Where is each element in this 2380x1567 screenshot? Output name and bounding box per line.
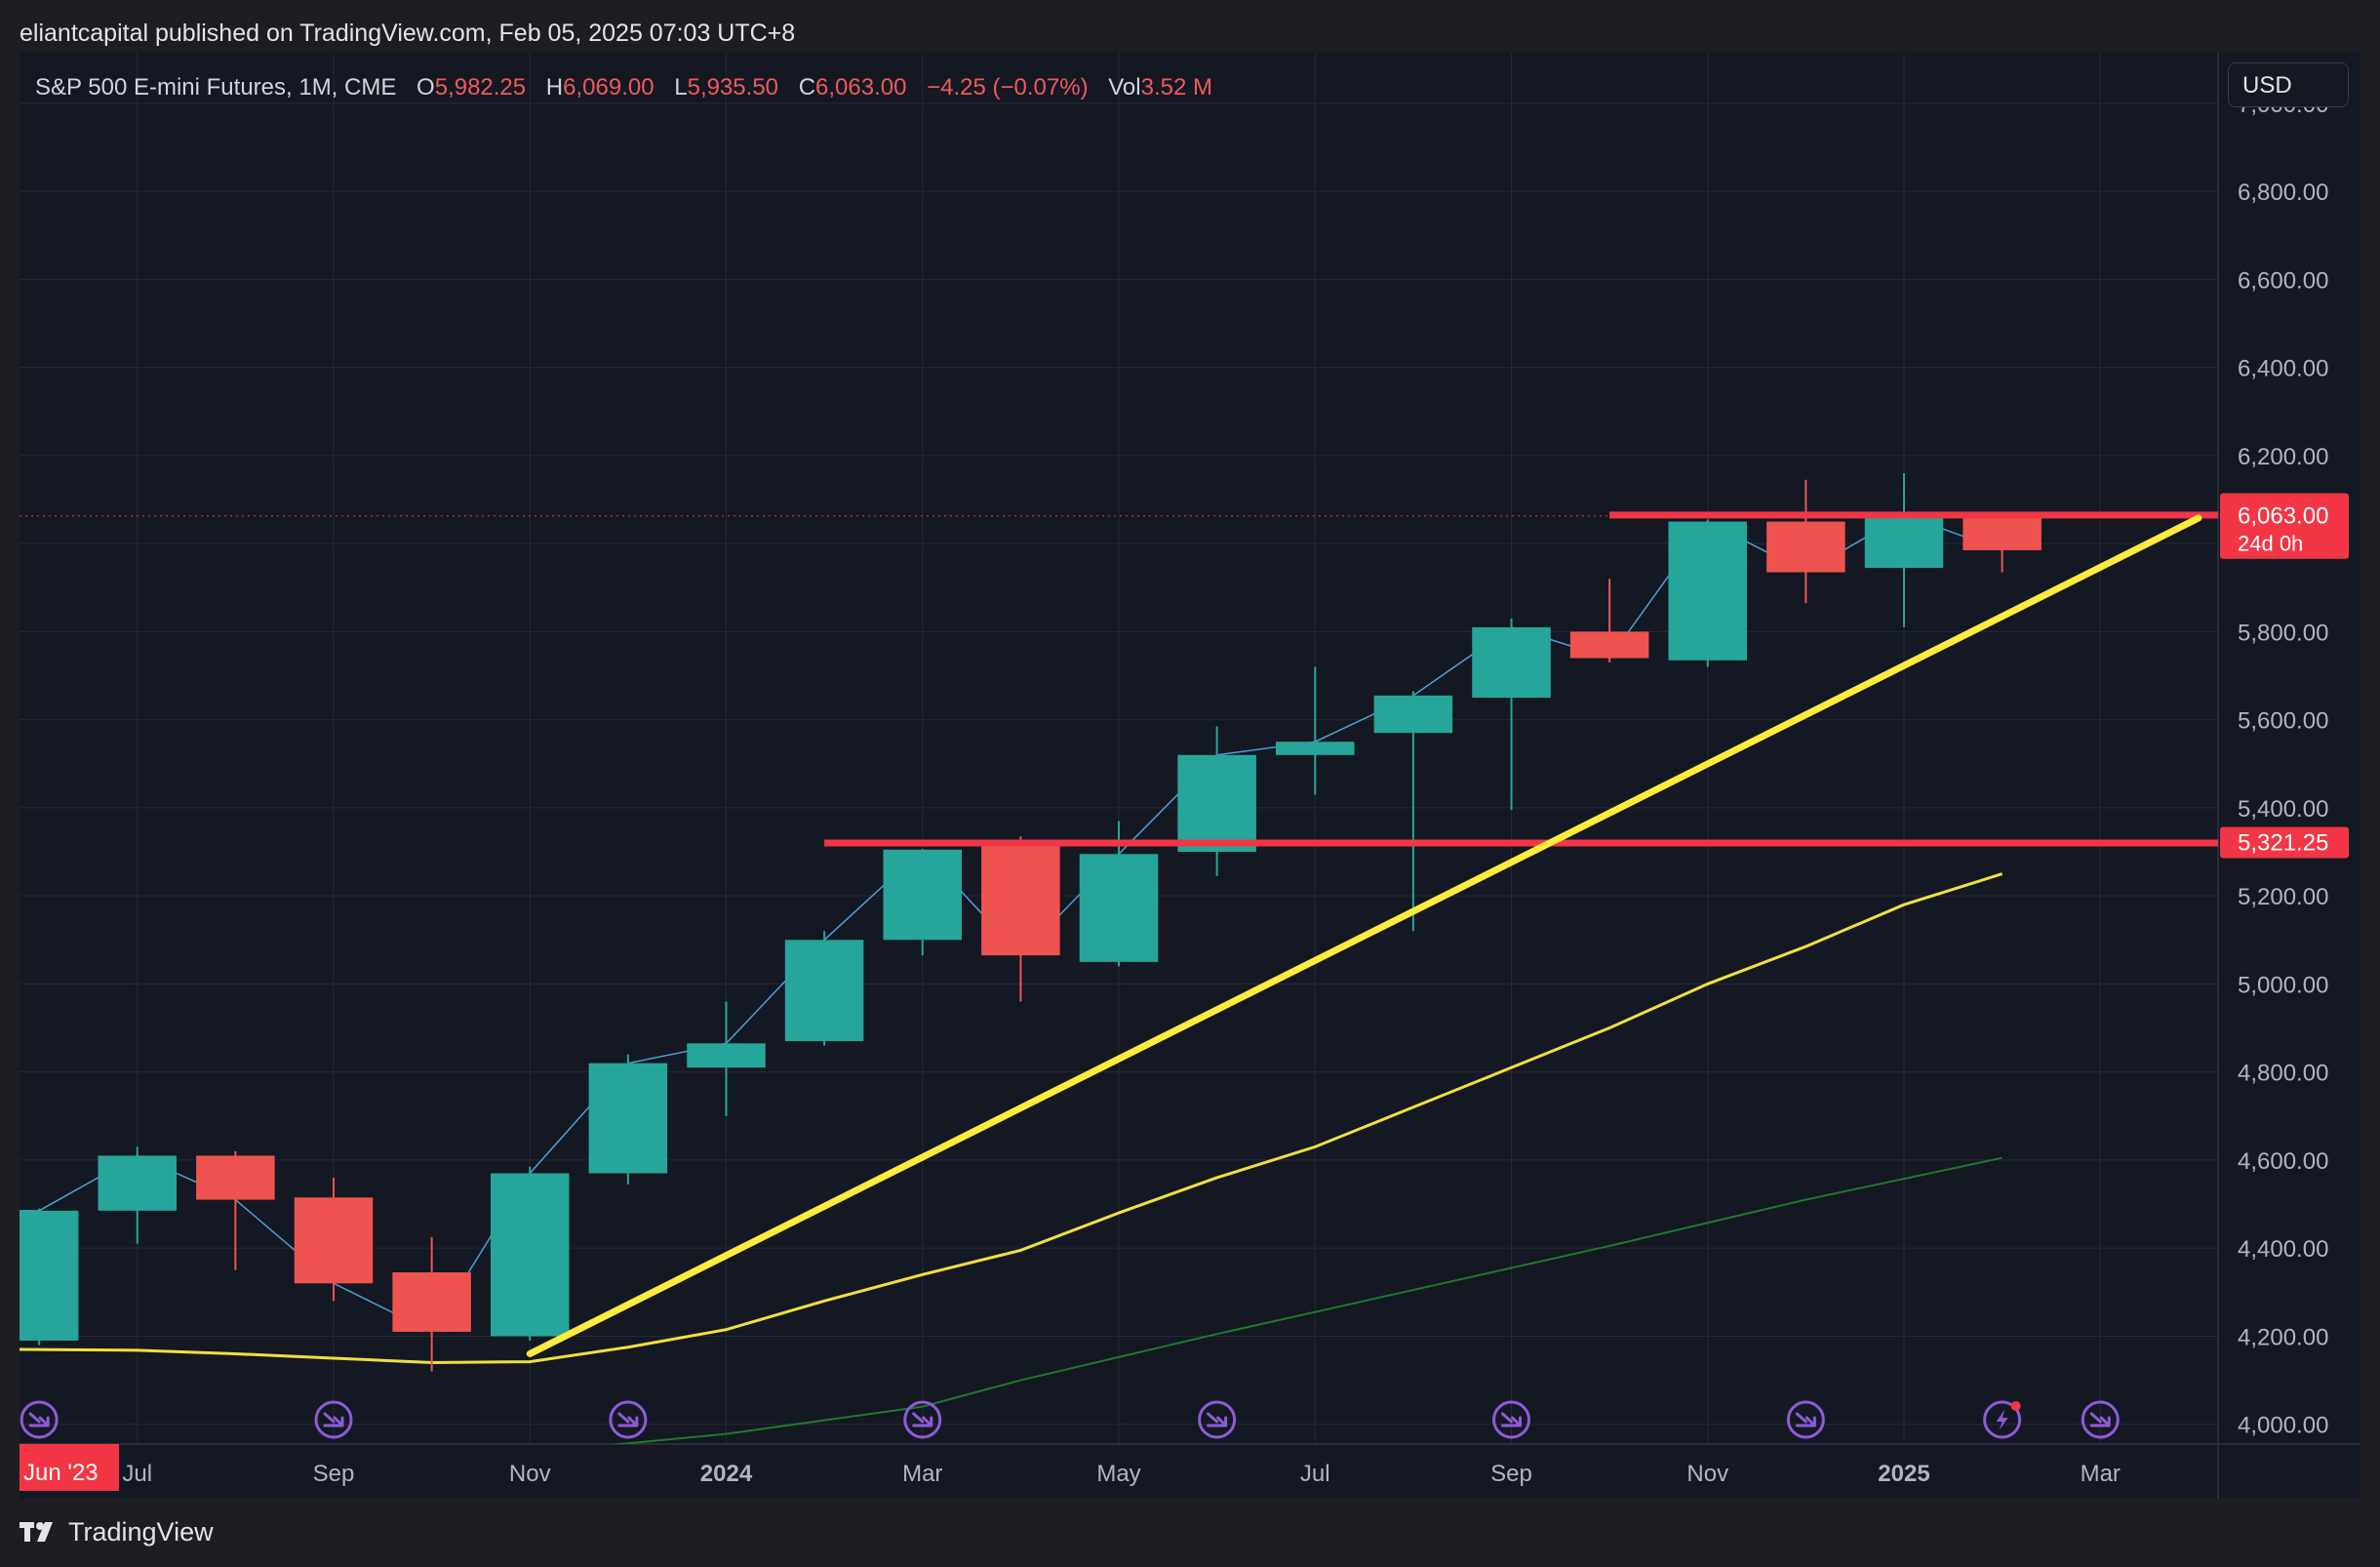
legend-low-key: L [674, 74, 688, 100]
arrow-glyph [323, 1412, 344, 1427]
x-tick-label: Mar [2081, 1461, 2121, 1487]
candle-body [1472, 626, 1551, 699]
event-alert-dot [2010, 1401, 2021, 1411]
candle-body [1864, 514, 1944, 568]
y-tick-label: 5,000.00 [2238, 972, 2328, 998]
trendline-support [526, 514, 2202, 1357]
candle-body [1276, 742, 1355, 755]
countdown-label: 24d 0h [2238, 532, 2303, 556]
lightning-event-icon [1983, 1400, 2022, 1439]
x-tick-label: Nov [1686, 1461, 1728, 1487]
legend-close-key: C [798, 74, 816, 100]
y-tick-label: 5,600.00 [2238, 708, 2328, 735]
y-tick-label: 6,200.00 [2238, 444, 2328, 470]
x-tick-label: Sep [313, 1461, 355, 1487]
candle-body [687, 1043, 766, 1068]
candle-body [491, 1173, 570, 1337]
candle-body [1766, 521, 1845, 573]
y-tick-label: 4,800.00 [2238, 1061, 2328, 1087]
candle-body [196, 1155, 275, 1200]
dividend-event-icon [1786, 1400, 1825, 1439]
ma-slow-line [611, 1156, 2003, 1444]
x-tick-label: Mar [902, 1461, 942, 1487]
footer: TradingView [20, 1512, 214, 1551]
candlestick-chart[interactable]: 4,000.00 4,200.00 4,400.00 4,600.00 4,800.00… [20, 53, 2360, 1499]
dividend-event-icon [314, 1400, 353, 1439]
legend-vol-value: 3.52 M [1140, 74, 1212, 100]
arrow-glyph [1501, 1412, 1522, 1427]
legend-open-key: O [416, 74, 435, 100]
candle-body [588, 1063, 668, 1174]
legend-high-key: H [545, 74, 564, 100]
y-tick-label: 4,600.00 [2238, 1148, 2328, 1175]
candle-body [20, 1210, 79, 1341]
price-tag [2220, 826, 2349, 859]
price-tag-label: 5,321.25 [2238, 829, 2328, 856]
price-tag-label: 6,063.00 [2238, 503, 2328, 530]
arrow-glyph [912, 1412, 933, 1427]
x-tick-label: 2025 [1878, 1461, 1929, 1487]
y-tick-label: 4,200.00 [2238, 1324, 2328, 1350]
arrow-glyph [2089, 1412, 2111, 1427]
candle-body [1079, 854, 1159, 962]
candle-body [1569, 631, 1649, 659]
close-line [20, 514, 2003, 1333]
y-tick-label: 6,400.00 [2238, 356, 2328, 382]
currency-button[interactable]: USD [2228, 62, 2349, 107]
y-tick-label: 5,400.00 [2238, 796, 2328, 823]
arrow-glyph [617, 1412, 639, 1427]
x-tick-label: Jul [1300, 1461, 1330, 1487]
candle-body [981, 840, 1060, 956]
legend-open-value: 5,982.25 [434, 74, 527, 100]
arrow-glyph [1207, 1412, 1228, 1427]
dividend-event-icon [1492, 1400, 1530, 1439]
lightning-glyph [1996, 1409, 2008, 1430]
candle-body [1177, 754, 1256, 853]
x-tick-label: Jul [122, 1461, 152, 1487]
y-tick-label: 6,800.00 [2238, 180, 2328, 206]
tradingview-logo-icon [20, 1522, 53, 1542]
legend-symbol[interactable]: S&P 500 E-mini Futures, 1M, CME [35, 74, 397, 100]
dividend-event-icon [2081, 1400, 2120, 1439]
x-tick-label: May [1096, 1461, 1140, 1487]
x-tick-label: Nov [509, 1461, 551, 1487]
cursor-date-label: Jun '23 [23, 1460, 99, 1486]
candle-body [784, 940, 864, 1042]
x-tick-label: 2024 [700, 1461, 753, 1487]
y-tick-label: 5,800.00 [2238, 620, 2328, 646]
ma-fast-line [20, 872, 2003, 1365]
dividend-event-icon [1198, 1400, 1237, 1439]
candle-body [294, 1197, 374, 1284]
candle-body [1373, 695, 1453, 734]
y-tick-label: 6,600.00 [2238, 267, 2328, 294]
candle-body [1963, 517, 2042, 550]
legend-high-value: 6,069.00 [563, 74, 654, 100]
y-tick-label: 5,200.00 [2238, 884, 2328, 910]
tradingview-brand[interactable]: TradingView [68, 1516, 214, 1547]
candle-body [883, 849, 962, 941]
legend-change: −4.25 (−0.07%) [927, 74, 1089, 100]
legend-close-value: 6,063.00 [815, 74, 907, 100]
chart-legend: S&P 500 E-mini Futures, 1M, CME O5,982.2… [35, 70, 1212, 105]
dividend-event-icon [609, 1400, 648, 1439]
y-tick-label: 4,000.00 [2238, 1413, 2328, 1439]
candle-body [392, 1272, 471, 1332]
arrow-glyph [1795, 1412, 1816, 1427]
candle-body [98, 1155, 177, 1211]
dividend-event-icon [903, 1400, 942, 1439]
candle-body [1668, 521, 1747, 661]
plot-layer [20, 472, 2218, 1444]
legend-low-value: 5,935.50 [687, 74, 779, 100]
y-tick-label: 4,400.00 [2238, 1236, 2328, 1263]
x-tick-label: Sep [1490, 1461, 1532, 1487]
dividend-event-icon [20, 1400, 59, 1439]
price-tag [2220, 500, 2349, 559]
publisher-header: eliantcapital published on TradingView.c… [20, 20, 796, 47]
cursor-date-tag [20, 1444, 119, 1491]
legend-vol-key: Vol [1108, 74, 1141, 100]
arrow-glyph [28, 1412, 50, 1427]
